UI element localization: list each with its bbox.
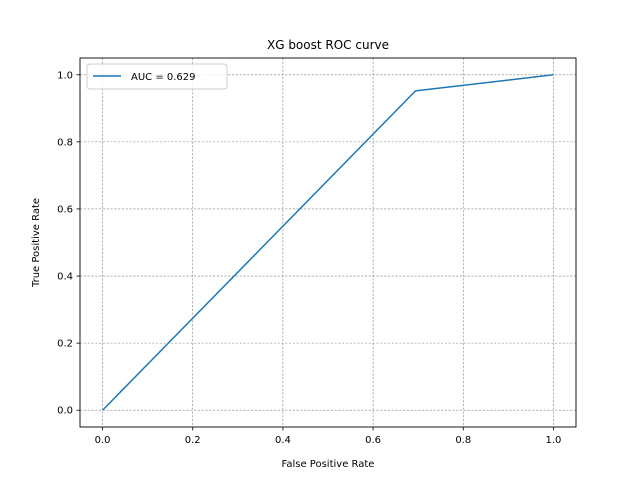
plot-series [102, 74, 554, 411]
legend: AUC = 0.629 [86, 63, 228, 90]
legend-label: AUC = 0.629 [131, 72, 196, 83]
roc-curve-line [102, 74, 554, 411]
x-tick-label: 0.0 [95, 435, 111, 446]
y-tick-label: 0.6 [57, 204, 73, 215]
y-tick-label: 0.8 [57, 137, 73, 148]
chart-title: XG boost ROC curve [267, 38, 389, 52]
axes [79, 57, 577, 428]
x-axis-label: False Positive Rate [282, 459, 375, 470]
plot-frame [79, 57, 577, 428]
y-tick-label: 0.0 [57, 406, 73, 417]
y-tick-label: 0.4 [57, 272, 73, 283]
legend-box [86, 63, 228, 90]
y-axis-label: True Positive Rate [31, 198, 42, 288]
grid-lines [80, 58, 576, 427]
x-tick-label: 0.4 [275, 435, 291, 446]
x-tick-label: 0.6 [365, 435, 381, 446]
x-tick-label: 1.0 [546, 435, 562, 446]
x-tick-label: 0.2 [185, 435, 201, 446]
x-tick-label: 0.8 [455, 435, 471, 446]
y-tick-label: 1.0 [57, 70, 73, 81]
tick-marks [76, 74, 554, 431]
y-tick-label: 0.2 [57, 339, 73, 350]
